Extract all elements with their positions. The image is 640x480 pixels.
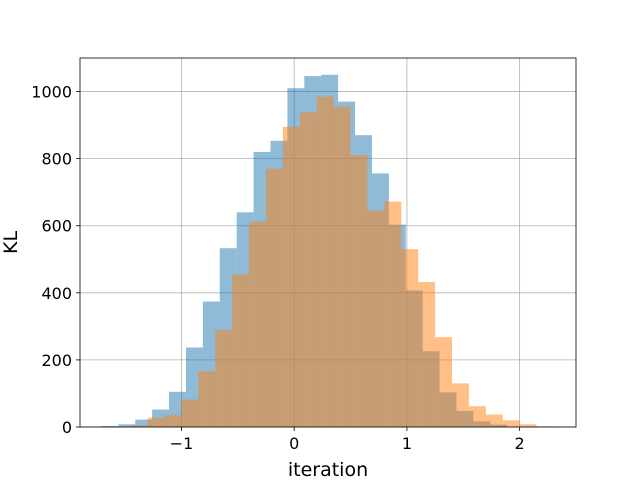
histogram-bar-series-2	[316, 96, 334, 427]
y-tick-label: 600	[41, 217, 72, 236]
histogram-bar-series-2	[282, 126, 300, 427]
histogram-bar-series-2	[452, 383, 469, 427]
x-tick-label: −1	[170, 434, 194, 453]
histogram-bar-series-2	[435, 337, 452, 427]
histogram-bar-series-1	[135, 419, 153, 427]
axis-ticks: −1 0 1 2 0 200 400 600 800 1000	[31, 83, 524, 453]
histogram-bar-series-2	[468, 406, 486, 427]
histogram-bars	[101, 74, 554, 428]
histogram-bar-series-2	[198, 371, 216, 427]
histogram-bar-series-2	[181, 399, 199, 427]
histogram-bar-series-2	[367, 210, 385, 427]
plot-frame	[79, 57, 577, 428]
histogram-bar-series-1	[118, 424, 136, 427]
histogram-bar-series-2	[147, 417, 165, 427]
histogram-bar-series-2	[266, 168, 283, 427]
y-tick-label: 1000	[31, 83, 72, 102]
histogram-bar-series-1	[101, 425, 119, 427]
histogram-bar-series-2	[401, 249, 419, 427]
histogram-bar-series-2	[164, 415, 182, 427]
histogram-bar-series-2	[232, 274, 250, 427]
x-tick-label: 2	[515, 434, 525, 453]
histogram-bar-series-2	[384, 201, 402, 427]
histogram-bar-series-2	[485, 414, 503, 427]
x-tick-label: 0	[289, 434, 299, 453]
histogram-bar-series-2	[502, 420, 520, 427]
histogram-bar-series-2	[519, 424, 537, 427]
y-axis-label: KL	[0, 231, 22, 254]
histogram-bar-series-2	[215, 329, 233, 427]
y-tick-label: 0	[62, 418, 72, 437]
x-axis-label: iteration	[288, 459, 368, 480]
y-tick-label: 200	[41, 351, 72, 370]
histogram-bar-series-2	[249, 221, 266, 427]
histogram-bar-series-2	[130, 425, 148, 427]
histogram-bar-series-2	[299, 112, 317, 428]
y-tick-label: 400	[41, 284, 72, 303]
histogram-bar-series-2	[333, 106, 351, 428]
histogram-bar-series-2	[350, 155, 368, 428]
x-tick-label: 1	[402, 434, 412, 453]
y-tick-label: 800	[41, 150, 72, 169]
histogram-bar-series-2	[418, 282, 436, 427]
